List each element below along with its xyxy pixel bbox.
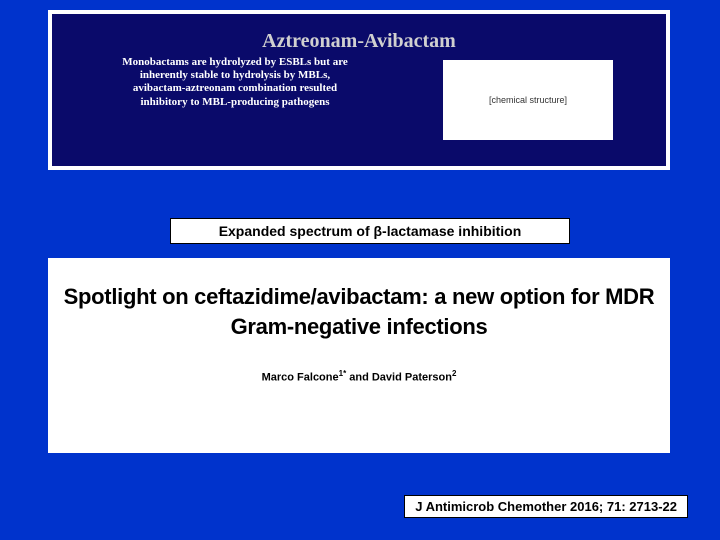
article-title-line2: Gram-negative infections [231, 314, 488, 339]
chemical-structure-image: [chemical structure] [443, 60, 613, 140]
author-2-sup: 2 [452, 369, 456, 378]
top-title: Aztreonam-Avibactam [50, 30, 668, 53]
main-article-panel: Spotlight on ceftazidime/avibactam: a ne… [48, 258, 670, 453]
citation-box: J Antimicrob Chemother 2016; 71: 2713-22 [404, 495, 688, 518]
spectrum-label: Expanded spectrum of β-lactamase inhibit… [170, 218, 570, 244]
top-body-text: Monobactams are hydrolyzed by ESBLs but … [120, 56, 350, 109]
article-title-line1: Spotlight on ceftazidime/avibactam: a ne… [64, 284, 655, 309]
author-2: David Paterson [372, 372, 452, 384]
article-authors: Marco Falcone1* and David Paterson2 [48, 369, 670, 384]
top-panel: Aztreonam-Avibactam Monobactams are hydr… [48, 10, 670, 170]
author-separator: and [346, 372, 372, 384]
author-1: Marco Falcone [262, 372, 339, 384]
article-title: Spotlight on ceftazidime/avibactam: a ne… [48, 282, 670, 341]
